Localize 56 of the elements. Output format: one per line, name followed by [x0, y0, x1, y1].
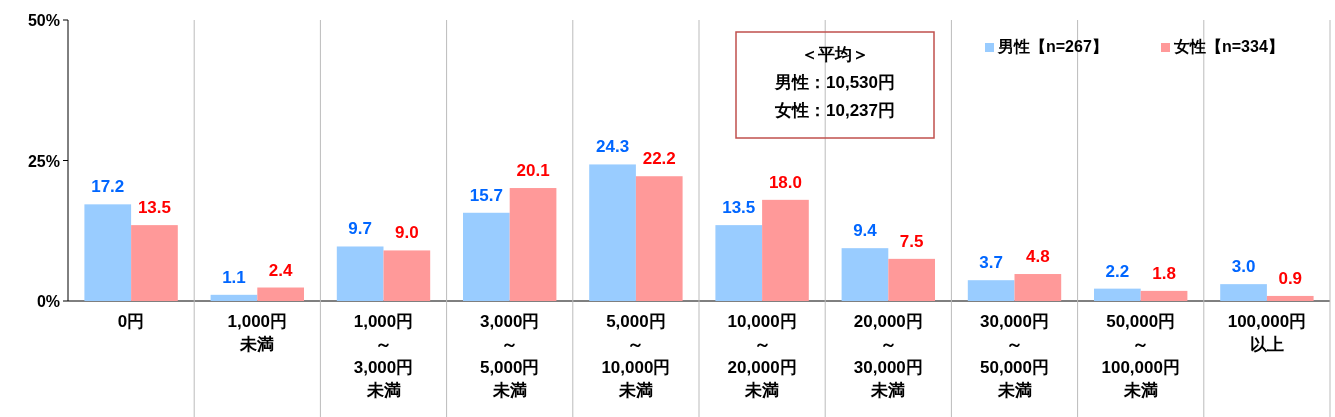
bar	[383, 250, 431, 301]
annotation: ＜平均＞男性：10,530円女性：10,237円	[774, 45, 895, 120]
bar	[84, 204, 132, 301]
x-tick-label: 3,000円～5,000円未満	[479, 312, 540, 400]
data-label: 20.1	[516, 161, 550, 181]
x-tick-label: 20,000円～30,000円未満	[853, 312, 923, 400]
bar	[336, 246, 384, 301]
data-label: 9.0	[395, 223, 419, 243]
data-label: 1.1	[222, 267, 246, 287]
bar	[1266, 295, 1314, 301]
data-label: 9.4	[853, 221, 878, 241]
data-label: 18.0	[768, 172, 802, 192]
data-label: 7.5	[899, 231, 924, 251]
data-label: 15.7	[469, 185, 503, 205]
data-label: 13.5	[137, 198, 171, 218]
data-label: 2.4	[268, 260, 293, 280]
y-tick-label: 50%	[27, 12, 60, 29]
data-label: 3.0	[1231, 257, 1256, 277]
x-tick-label: 5,000円～10,000円未満	[601, 312, 671, 400]
x-tick-label: 10,000円～20,000円未満	[727, 312, 797, 400]
bar	[888, 258, 935, 301]
bar	[1014, 274, 1062, 301]
data-label: 3.7	[979, 253, 1003, 273]
bar	[131, 225, 178, 301]
data-label: 0.9	[1278, 268, 1303, 288]
x-tick-label: 100,000円以上	[1227, 312, 1307, 354]
bar	[589, 164, 636, 301]
bar	[715, 225, 763, 301]
x-tick-label: 1,000円～3,000円未満	[353, 312, 414, 400]
y-tick-label: 25%	[27, 152, 60, 170]
bar	[463, 212, 510, 301]
x-tick-label: 30,000円～50,000円未満	[980, 312, 1049, 400]
bar	[967, 280, 1015, 301]
bar	[1140, 290, 1188, 301]
bar	[1094, 288, 1141, 301]
bar	[257, 287, 304, 301]
legend-label: 女性【n=334】	[1173, 38, 1284, 55]
bar	[509, 188, 557, 301]
data-label: 17.2	[91, 177, 125, 197]
data-label: 2.2	[1105, 261, 1130, 281]
data-label: 24.3	[596, 137, 630, 157]
bar	[841, 248, 889, 301]
data-label: 9.7	[348, 219, 372, 239]
x-tick-label: 0円	[117, 312, 145, 331]
data-label: 4.8	[1026, 247, 1050, 267]
bar	[1220, 284, 1267, 301]
data-label: 1.8	[1152, 263, 1176, 283]
y-tick-label: 0%	[36, 293, 60, 310]
legend-label: 男性【n=267】	[997, 38, 1108, 55]
bar	[762, 199, 809, 301]
bar	[210, 294, 258, 301]
bar	[635, 176, 683, 301]
data-label: 13.5	[722, 198, 756, 218]
x-tick-label: 50,000円～100,000円未満	[1101, 312, 1180, 400]
x-tick-label: 1,000円未満	[227, 312, 288, 354]
data-label: 22.2	[642, 149, 676, 169]
